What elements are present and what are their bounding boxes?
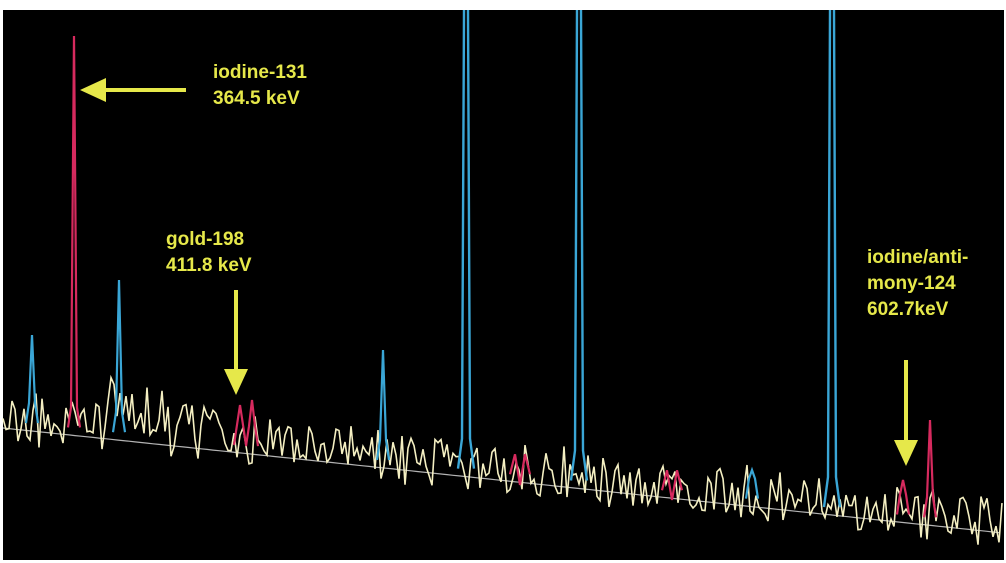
peak-red-iodine-124-b — [922, 419, 938, 518]
iodine-131-annotation: iodine-131 364.5 keV — [213, 60, 307, 112]
annotation-gold-198-name: gold-198 — [166, 229, 245, 250]
peak-red-gold-198-b — [244, 399, 260, 447]
spectrum-noise-trace — [2, 374, 1003, 545]
arrow-iodine-124-head — [894, 440, 918, 466]
annotation-iodine-131-name: iodine-131 — [213, 62, 307, 83]
iodine-antimony-124-annotation: iodine/anti- mony-124 602.7keV — [867, 245, 968, 323]
annotation-iodine-124-name-part2: mony-124 — [867, 273, 956, 294]
peak-blue-3 — [375, 349, 391, 461]
chart-background — [3, 10, 1004, 560]
arrow-iodine-131-head — [80, 78, 106, 102]
spectrum-peaks — [24, 9, 938, 518]
annotation-iodine-131-energy: 364.5 keV — [213, 88, 300, 109]
peak-blue-saturated-2 — [569, 9, 589, 481]
peak-red-iodine-131 — [66, 35, 82, 428]
gold-198-annotation: gold-198 411.8 keV — [166, 227, 252, 279]
peak-blue-4 — [744, 466, 760, 499]
spectrum-trace — [2, 374, 1003, 545]
annotation-arrows — [80, 78, 918, 466]
annotation-iodine-124-energy: 602.7keV — [867, 299, 949, 320]
peak-red-iodine-124-a — [895, 479, 911, 515]
arrow-gold-198-head — [224, 369, 248, 395]
annotation-gold-198-energy: 411.8 keV — [166, 255, 252, 276]
annotation-iodine-124-name-part1: iodine/anti- — [867, 247, 969, 268]
peak-blue-1 — [24, 334, 40, 424]
peak-blue-saturated-1 — [456, 9, 476, 469]
peak-red-gold-198-a — [232, 404, 248, 446]
peak-red-cluster-1 — [508, 454, 532, 486]
peak-red-cluster-2 — [660, 469, 684, 501]
peak-blue-saturated-3 — [822, 9, 842, 508]
peak-blue-2 — [111, 279, 127, 433]
